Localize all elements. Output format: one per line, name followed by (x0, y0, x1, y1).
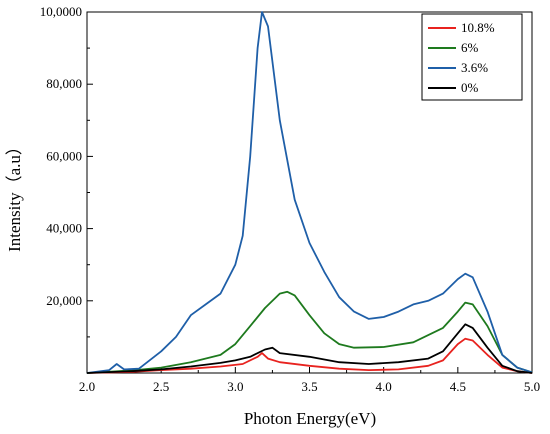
y-tick-label: 60,000 (46, 148, 82, 163)
legend-label: 10.8% (461, 20, 495, 35)
x-axis-title: Photon Energy(eV) (244, 409, 376, 428)
y-axis-title: Intensity（a.u） (5, 138, 24, 252)
series-line (86, 11, 533, 374)
y-tick-label: 40,000 (46, 221, 82, 236)
x-tick-label: 5.0 (524, 379, 540, 394)
legend-label: 0% (461, 80, 479, 95)
y-tick-label: 20,000 (46, 293, 82, 308)
series-lines (86, 11, 533, 374)
x-tick-label: 3.0 (227, 379, 243, 394)
x-tick-label: 4.5 (450, 379, 466, 394)
x-tick-label: 2.5 (153, 379, 169, 394)
series-line (86, 337, 533, 374)
y-tick-label: 10,0000 (40, 4, 82, 19)
legend-label: 3.6% (461, 60, 488, 75)
legend-label: 6% (461, 40, 479, 55)
series-line (86, 323, 533, 374)
series-line (86, 290, 533, 374)
x-tick-label: 4.0 (376, 379, 392, 394)
x-tick-label: 3.5 (301, 379, 317, 394)
y-tick-label: 80,000 (46, 76, 82, 91)
tick-labels: 2.0 2.5 3.0 3.5 4.0 4.5 5.0 20,000 40,000 60,000 8… (40, 4, 540, 394)
legend-items: 10.8% 6% 3.6% 0% (428, 20, 495, 95)
x-tick-label: 2.0 (79, 379, 95, 394)
legend: 10.8% 6% 3.6% 0% (421, 13, 523, 101)
